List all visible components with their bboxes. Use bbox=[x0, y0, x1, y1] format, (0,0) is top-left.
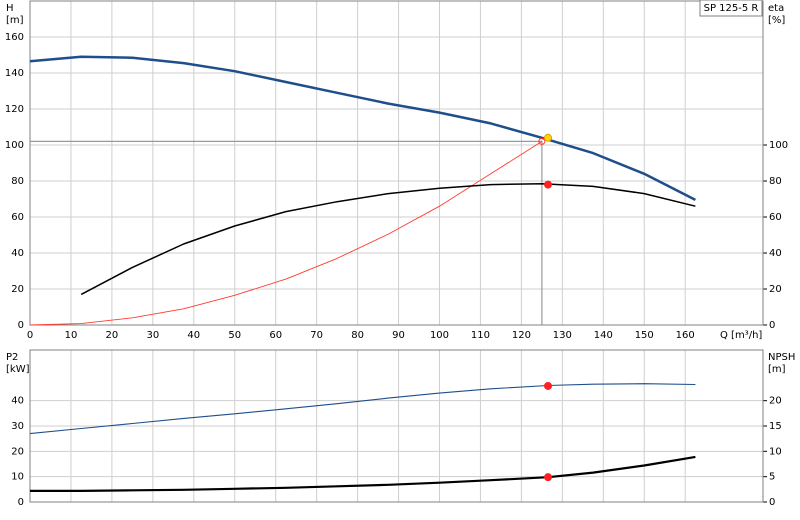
y2-tick-label: 0 bbox=[769, 497, 775, 508]
y-tick-label: 60 bbox=[11, 212, 24, 223]
y-tick-label: 120 bbox=[5, 104, 24, 115]
x-tick-label: 110 bbox=[471, 330, 490, 341]
x-tick-label: 0 bbox=[27, 330, 33, 341]
y-axis-label: H bbox=[6, 3, 14, 14]
y2-tick-label: 20 bbox=[769, 284, 782, 295]
y-tick-label: 0 bbox=[18, 497, 24, 508]
x-tick-label: 40 bbox=[187, 330, 200, 341]
y-tick-label: 0 bbox=[18, 320, 24, 331]
y2-tick-label: 60 bbox=[769, 212, 782, 223]
y2-axis-unit: [m] bbox=[768, 364, 786, 375]
y-tick-label: 20 bbox=[11, 284, 24, 295]
y2-tick-label: 40 bbox=[769, 248, 782, 259]
x-tick-label: 50 bbox=[228, 330, 241, 341]
x-axis-label: Q [m³/h] bbox=[720, 330, 762, 341]
x-tick-label: 130 bbox=[553, 330, 572, 341]
y-tick-label: 10 bbox=[11, 472, 24, 483]
x-tick-label: 60 bbox=[269, 330, 282, 341]
y2-tick-label: 5 bbox=[769, 472, 775, 483]
y-tick-label: 160 bbox=[5, 32, 24, 43]
x-tick-label: 150 bbox=[635, 330, 654, 341]
y2-tick-label: 15 bbox=[769, 421, 782, 432]
y-tick-label: 30 bbox=[11, 421, 24, 432]
plot-area bbox=[30, 1, 763, 325]
duty-point bbox=[544, 180, 553, 189]
y2-axis-label: eta bbox=[768, 3, 784, 14]
y2-tick-label: 10 bbox=[769, 446, 782, 457]
y-axis-unit: [kW] bbox=[6, 364, 30, 375]
plot-frame bbox=[29, 349, 764, 503]
x-tick-label: 10 bbox=[65, 330, 78, 341]
y2-tick-label: 100 bbox=[769, 140, 788, 151]
curve bbox=[30, 455, 696, 492]
x-tick-label: 70 bbox=[310, 330, 323, 341]
y-tick-label: 140 bbox=[5, 68, 24, 79]
y-tick-label: 40 bbox=[11, 396, 24, 407]
x-tick-label: 140 bbox=[594, 330, 613, 341]
duty-point bbox=[544, 381, 553, 390]
x-tick-label: 80 bbox=[351, 330, 364, 341]
y2-tick-label: 0 bbox=[769, 320, 775, 331]
x-tick-label: 100 bbox=[430, 330, 449, 341]
y2-tick-label: 20 bbox=[769, 396, 782, 407]
x-tick-label: 90 bbox=[392, 330, 405, 341]
title-box bbox=[699, 0, 763, 17]
y-tick-label: 100 bbox=[5, 140, 24, 151]
duty-point bbox=[544, 133, 553, 142]
y-axis-label: P2 bbox=[6, 352, 18, 363]
y-tick-label: 40 bbox=[11, 248, 24, 259]
y2-tick-label: 80 bbox=[769, 176, 782, 187]
curve bbox=[29, 383, 696, 435]
x-tick-label: 120 bbox=[512, 330, 531, 341]
x-tick-label: 20 bbox=[106, 330, 119, 341]
y2-axis-unit: [%] bbox=[768, 15, 785, 26]
chart-title: SP 125-5 R bbox=[704, 3, 759, 14]
duty-point bbox=[538, 137, 546, 145]
curve bbox=[29, 55, 696, 202]
x-tick-label: 30 bbox=[146, 330, 159, 341]
curve bbox=[80, 182, 696, 296]
y-axis-unit: [m] bbox=[6, 15, 24, 26]
y-tick-label: 20 bbox=[11, 446, 24, 457]
duty-point bbox=[544, 473, 553, 482]
curve bbox=[29, 141, 543, 326]
y2-axis-label: NPSH bbox=[768, 352, 795, 363]
plot-frame bbox=[29, 0, 764, 326]
y-tick-label: 80 bbox=[11, 176, 24, 187]
x-tick-label: 160 bbox=[676, 330, 695, 341]
